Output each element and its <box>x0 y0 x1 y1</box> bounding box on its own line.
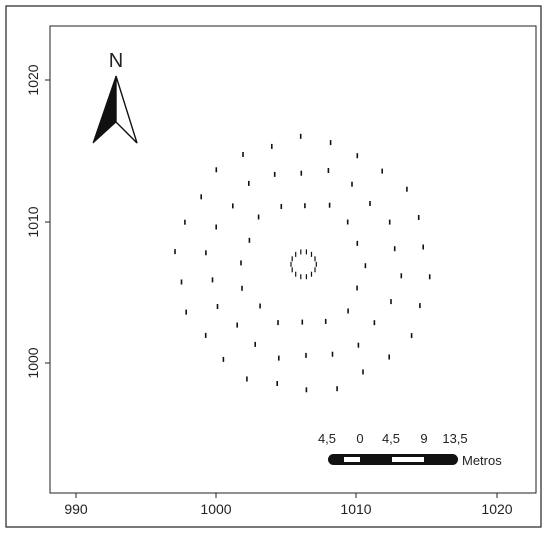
north-arrow: N <box>92 50 138 144</box>
survey-points <box>174 133 431 393</box>
scale-label: 4,5 <box>318 431 336 446</box>
figure-border <box>5 5 542 528</box>
north-arrow-right-half <box>115 75 138 144</box>
scale-bar: 4,5 0 4,5 9 13,5 Metros <box>318 431 502 468</box>
plot-frame <box>49 25 537 494</box>
x-tick-label: 990 <box>64 501 88 517</box>
y-axis: 1000 1010 1020 <box>25 64 50 379</box>
scale-label: 9 <box>420 431 427 446</box>
scale-unit: Metros <box>462 453 502 468</box>
scale-label: 4,5 <box>382 431 400 446</box>
scale-label: 0 <box>356 431 363 446</box>
north-arrow-left-half <box>92 75 117 144</box>
x-axis: 990 1000 1010 1020 <box>64 493 513 517</box>
north-label: N <box>109 50 123 72</box>
scale-label: 13,5 <box>442 431 467 446</box>
y-tick-label: 1010 <box>25 206 41 237</box>
x-tick-label: 1000 <box>200 501 231 517</box>
scale-bar-white-segment <box>344 457 360 462</box>
scale-bar-white-segment <box>392 457 424 462</box>
x-tick-label: 1020 <box>481 501 512 517</box>
x-tick-label: 1010 <box>340 501 371 517</box>
y-tick-label: 1000 <box>25 347 41 378</box>
y-tick-label: 1020 <box>25 64 41 95</box>
